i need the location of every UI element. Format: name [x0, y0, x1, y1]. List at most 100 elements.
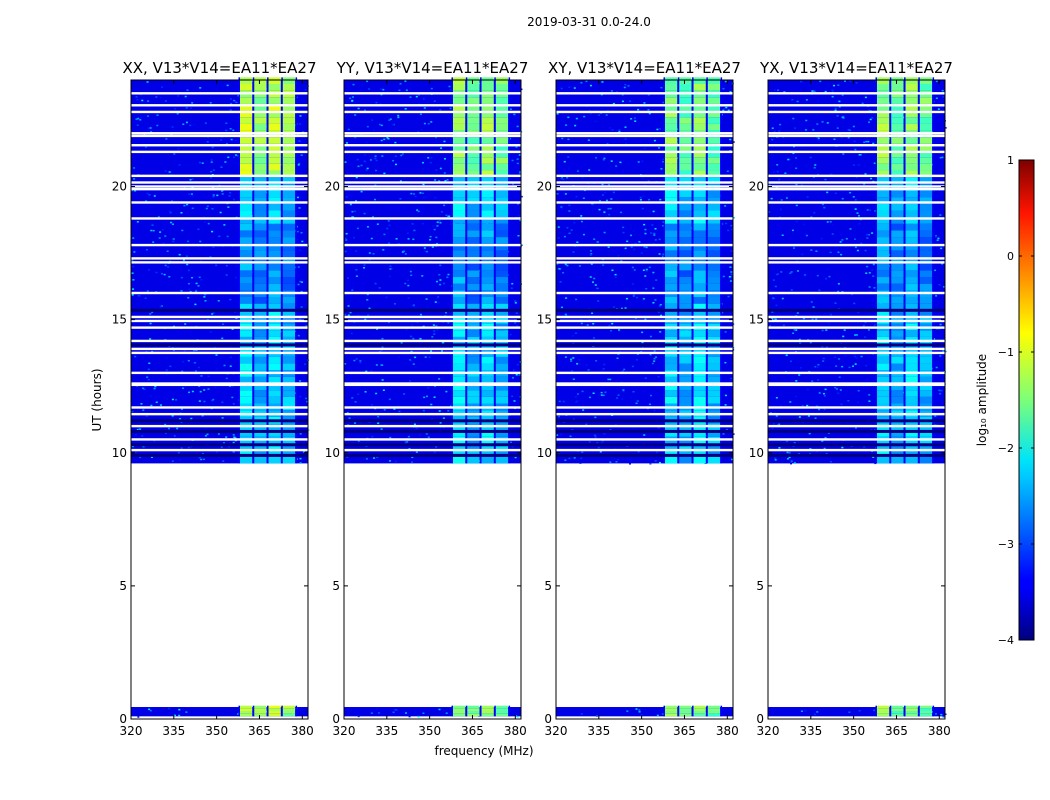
- heatmap-noise-pixel: [574, 332, 577, 334]
- rfi-channel-separator: [281, 396, 283, 404]
- heatmap-noise-pixel: [560, 87, 563, 90]
- heatmap-noise-pixel: [385, 296, 388, 299]
- rfi-channel-separator: [267, 270, 269, 278]
- rfi-band-cell: [452, 376, 466, 384]
- heatmap-noise-pixel: [354, 210, 357, 213]
- heatmap-noise-pixel: [398, 410, 401, 413]
- heatmap-noise-pixel: [645, 246, 648, 249]
- heatmap-noise-pixel: [644, 318, 647, 321]
- heatmap-noise-pixel: [592, 281, 595, 283]
- heatmap-noise-pixel: [198, 456, 201, 459]
- rfi-band-cell: [253, 430, 267, 437]
- rfi-band-cell: [693, 283, 706, 291]
- rfi-band-cell: [664, 396, 678, 404]
- heatmap-noise-pixel: [840, 233, 843, 236]
- heatmap-noise-pixel: [360, 89, 363, 92]
- rfi-channel-separator: [465, 363, 468, 371]
- rfi-band-cell: [466, 163, 480, 171]
- rfi-band-cell: [495, 296, 509, 304]
- heatmap-noise-pixel: [389, 436, 392, 439]
- data-dark-row: [131, 443, 308, 447]
- rfi-band-cell: [707, 363, 721, 371]
- rfi-channel-separator: [267, 390, 269, 397]
- heatmap-noise-pixel: [191, 102, 194, 104]
- rfi-channel-separator: [692, 270, 694, 278]
- rfi-channel-separator: [494, 223, 496, 231]
- heatmap-noise-pixel: [798, 374, 801, 376]
- heatmap-noise-pixel: [630, 234, 633, 237]
- heatmap-noise-pixel: [220, 139, 223, 141]
- heatmap-noise-pixel: [777, 424, 780, 426]
- heatmap-noise-pixel: [586, 324, 589, 326]
- rfi-channel-separator: [677, 190, 680, 198]
- heatmap-noise-pixel: [427, 436, 430, 438]
- rfi-channel-separator: [480, 190, 482, 198]
- heatmap-noise-pixel: [438, 273, 441, 276]
- rfi-band-cell: [678, 157, 692, 164]
- rfi-channel-separator: [252, 277, 255, 284]
- x-tick-label: 350: [418, 724, 441, 738]
- rfi-band-cell: [664, 117, 678, 124]
- heatmap-noise-pixel: [216, 368, 219, 370]
- data-gap-line: [556, 326, 733, 329]
- heatmap-noise-pixel: [640, 714, 643, 716]
- rfi-channel-separator: [663, 223, 665, 231]
- rfi-channel-separator: [706, 713, 708, 717]
- heatmap-noise-pixel: [725, 428, 728, 431]
- rfi-channel-separator: [692, 223, 694, 231]
- rfi-channel-separator: [451, 110, 453, 118]
- heatmap-noise-pixel: [631, 266, 634, 269]
- heatmap-noise-pixel: [653, 409, 656, 412]
- data-dark-row: [131, 453, 308, 457]
- heatmap-noise-pixel: [143, 388, 146, 390]
- rfi-channel-separator: [480, 296, 482, 304]
- rfi-channel-separator: [663, 363, 665, 371]
- data-gap-line: [556, 150, 733, 154]
- rfi-channel-separator: [494, 150, 496, 158]
- rfi-channel-separator: [465, 270, 468, 278]
- rfi-band-cell: [268, 310, 281, 317]
- rfi-band-cell: [452, 83, 466, 91]
- heatmap-noise-pixel: [568, 210, 571, 212]
- rfi-channel-separator: [720, 356, 723, 364]
- rfi-channel-separator: [508, 430, 511, 437]
- heatmap-noise-pixel: [412, 238, 415, 241]
- heatmap-noise-pixel: [642, 269, 645, 272]
- heatmap-noise-pixel: [858, 710, 861, 712]
- y-tick-label: 10: [112, 446, 127, 460]
- rfi-band-cell: [664, 170, 678, 178]
- rfi-band-cell: [707, 150, 721, 158]
- heatmap-noise-pixel: [299, 457, 302, 460]
- heatmap-noise-pixel: [792, 152, 795, 155]
- rfi-band-cell: [664, 163, 678, 171]
- heatmap-noise-pixel: [134, 355, 137, 358]
- heatmap-noise-pixel: [187, 359, 190, 362]
- heatmap-noise-pixel: [157, 250, 160, 252]
- heatmap-noise-pixel: [580, 457, 583, 460]
- rfi-channel-separator: [465, 456, 468, 464]
- heatmap-noise-pixel: [416, 108, 419, 110]
- heatmap-noise-pixel: [344, 161, 347, 163]
- rfi-channel-separator: [494, 376, 496, 384]
- heatmap-noise-pixel: [394, 460, 397, 463]
- heatmap-noise-pixel: [939, 355, 942, 357]
- heatmap-noise-pixel: [869, 209, 872, 212]
- heatmap-noise-pixel: [572, 335, 575, 337]
- rfi-band-cell: [268, 170, 281, 178]
- heatmap-noise-pixel: [236, 713, 239, 715]
- heatmap-noise-pixel: [636, 388, 639, 391]
- rfi-channel-separator: [663, 257, 665, 264]
- heatmap-noise-pixel: [177, 451, 180, 454]
- heatmap-noise-pixel: [644, 232, 647, 235]
- heatmap-noise-pixel: [865, 364, 868, 367]
- heatmap-noise-pixel: [729, 277, 732, 280]
- rfi-channel-separator: [267, 330, 269, 337]
- rfi-band-cell: [678, 711, 692, 714]
- rfi-band-cell: [707, 123, 721, 131]
- heatmap-noise-pixel: [811, 318, 814, 321]
- heatmap-noise-pixel: [131, 445, 134, 448]
- heatmap-noise-pixel: [658, 461, 661, 464]
- heatmap-noise-pixel: [660, 86, 663, 89]
- rfi-channel-separator: [238, 430, 240, 437]
- rfi-band-cell: [481, 711, 494, 714]
